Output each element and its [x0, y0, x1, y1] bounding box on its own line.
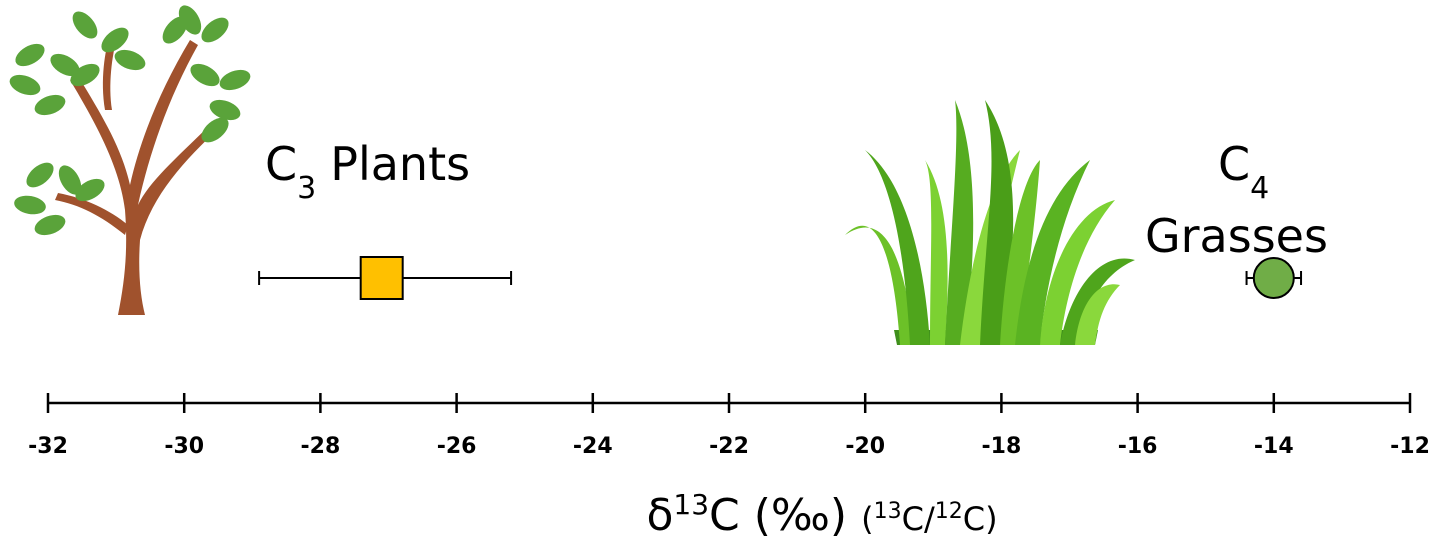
x-tick-label: -14	[1254, 434, 1294, 459]
point	[1254, 258, 1294, 298]
series-label-name: C	[265, 137, 297, 191]
x-tick-label: -30	[164, 434, 204, 459]
x-axis-label-part: (	[861, 500, 873, 538]
tree-branch	[55, 193, 128, 235]
page: {"chart_data": { "type": "scatter", "xli…	[0, 0, 1441, 548]
point	[361, 257, 403, 299]
series-label: C3 Plants	[265, 137, 470, 206]
x-tick-label: -20	[845, 434, 885, 459]
chart: -32-30-28-26-24-22-20-18-16-14-12δ13C (‰…	[0, 0, 1441, 548]
grass-illustration	[845, 100, 1135, 345]
x-axis-label-part: 13	[673, 488, 709, 521]
x-tick-label: -18	[982, 434, 1022, 459]
x-tick-label: -32	[28, 434, 68, 459]
series-label-rest: Plants	[330, 137, 470, 191]
x-tick-label: -28	[301, 434, 341, 459]
series-label-name: C	[1218, 137, 1250, 191]
tree-illustration	[7, 2, 253, 315]
x-tick-label: -26	[437, 434, 477, 459]
tree-trunk	[70, 40, 220, 315]
series-label: C4	[1218, 137, 1269, 206]
x-axis-label-part: 13	[874, 499, 902, 524]
x-axis-label: δ13C (‰)(13C/12C)	[646, 488, 997, 542]
x-axis-label-part: δ	[646, 490, 673, 541]
x-axis-label-part: C (‰)	[709, 490, 847, 541]
series-label-sub: 4	[1250, 171, 1269, 206]
x-axis-label-part: C/	[902, 500, 935, 538]
x-axis-label-part: 12	[935, 499, 963, 524]
x-axis-label-part: C)	[963, 500, 998, 538]
x-tick-label: -12	[1390, 434, 1430, 459]
x-tick-label: -22	[709, 434, 749, 459]
x-tick-label: -16	[1118, 434, 1158, 459]
series-label-sub: 3	[297, 171, 316, 206]
series-label-rest: Grasses	[1145, 209, 1328, 263]
x-tick-label: -24	[573, 434, 613, 459]
